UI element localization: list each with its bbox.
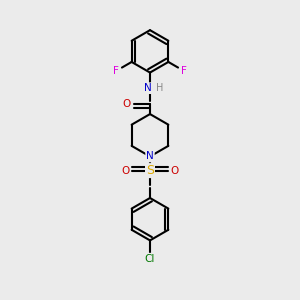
Text: O: O <box>121 166 129 176</box>
Text: O: O <box>171 166 179 176</box>
Text: H: H <box>156 83 163 93</box>
Text: F: F <box>181 66 187 76</box>
Text: S: S <box>146 164 154 177</box>
Text: N: N <box>144 83 152 93</box>
Text: O: O <box>122 99 130 110</box>
Text: N: N <box>146 152 154 161</box>
Text: Cl: Cl <box>145 254 155 264</box>
Text: F: F <box>113 66 119 76</box>
